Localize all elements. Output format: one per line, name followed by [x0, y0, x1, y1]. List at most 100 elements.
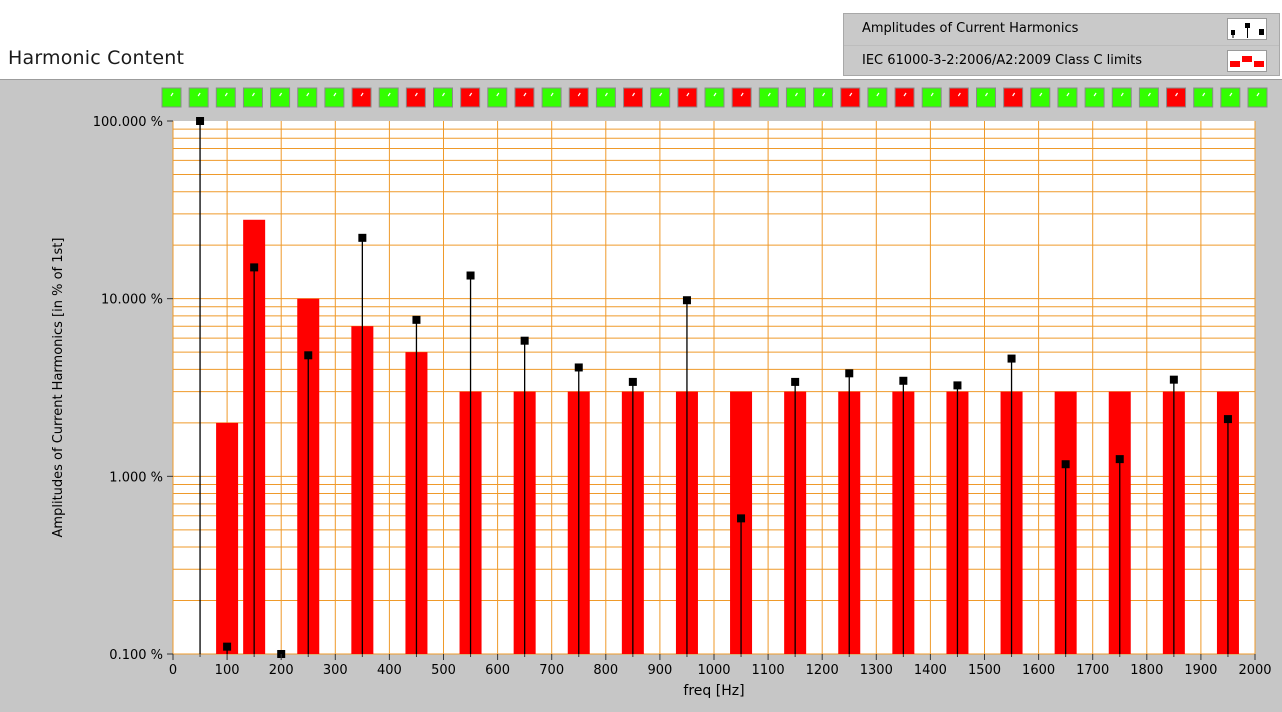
y-tick-label: 1.000 % [109, 470, 163, 485]
pass-indicator [541, 87, 562, 108]
harmonic-points [196, 117, 1232, 658]
indicator-glint [876, 92, 880, 97]
x-tick-label: 800 [593, 663, 618, 678]
pass-indicator [1220, 87, 1241, 108]
pass-indicator [242, 87, 263, 108]
pass-indicator [487, 87, 508, 108]
limit-bar [216, 422, 239, 654]
pass-indicator [976, 87, 996, 108]
indicator-glint [1066, 92, 1070, 97]
harmonic-point[interactable] [899, 376, 908, 385]
x-tick-label: 300 [323, 663, 348, 678]
x-tick-label: 1900 [1184, 663, 1217, 678]
harmonic-point[interactable] [1007, 354, 1016, 363]
legend-item-harmonics: Amplitudes of Current Harmonics [844, 14, 1279, 44]
pass-indicator [188, 87, 209, 108]
x-tick-label: 900 [647, 663, 672, 678]
grid [172, 121, 1256, 655]
harmonic-point[interactable] [682, 296, 691, 305]
harmonic-point[interactable] [466, 271, 475, 280]
indicator-glint [1039, 92, 1043, 97]
indicator-glint [1147, 92, 1151, 97]
harmonic-point[interactable] [1061, 460, 1070, 469]
indicator-glint [985, 92, 988, 97]
x-tick-label: 1600 [1022, 663, 1055, 678]
indicator-glint [659, 92, 663, 97]
indicator-glint [767, 92, 771, 97]
pass-indicator [378, 87, 399, 108]
indicator-glint [1229, 92, 1233, 97]
pass-indicator [161, 87, 182, 108]
pass-indicator [704, 87, 725, 108]
indicator-glint [822, 92, 826, 97]
harmonic-point[interactable] [358, 233, 367, 242]
fail-indicator [1003, 87, 1024, 108]
harmonic-point[interactable] [845, 369, 854, 378]
harmonic-point[interactable] [1115, 455, 1124, 464]
x-tick-label: 1200 [806, 663, 839, 678]
legend-label-limits: IEC 61000-3-2:2006/A2:2009 Class C limit… [862, 53, 1143, 68]
indicator-glint [632, 92, 636, 97]
indicator-glint [414, 92, 418, 97]
indicator-glint [903, 92, 907, 97]
indicator-glint [849, 92, 853, 97]
pass-indicator [650, 87, 671, 108]
y-axis-label: Amplitudes of Current Harmonics [in % of… [51, 238, 66, 538]
y-tick-label: 100.000 % [93, 115, 163, 130]
limit-bars-icon[interactable] [1227, 50, 1267, 72]
harmonic-point[interactable] [1169, 375, 1178, 384]
legend-item-limits: IEC 61000-3-2:2006/A2:2009 Class C limit… [844, 45, 1279, 76]
pass-indicator [1057, 87, 1078, 108]
indicator-glint [1120, 92, 1124, 97]
harmonic-point[interactable] [574, 363, 583, 372]
indicator-glint [686, 92, 690, 97]
x-tick-label: 1500 [968, 663, 1001, 678]
indicator-glint [957, 92, 961, 97]
harmonic-point[interactable] [196, 117, 205, 125]
indicator-glint [713, 92, 717, 97]
x-tick-label: 400 [377, 663, 402, 678]
y-axis-ticks: 0.100 % 1.000 % 10.000 % 100.000 % [93, 115, 173, 663]
x-tick-label: 1700 [1076, 663, 1109, 678]
y-tick-label: 10.000 % [101, 293, 163, 308]
chart-panel: 0.100 % 1.000 % 10.000 % 100.000 % 0 100 200 3… [0, 79, 1282, 712]
pass-indicator [1193, 87, 1214, 108]
harmonic-points-icon[interactable] [1227, 18, 1267, 40]
pass-indicator [297, 87, 318, 108]
indicator-glint [1256, 92, 1260, 97]
x-tick-label: 600 [485, 663, 510, 678]
indicator-glint [251, 92, 255, 97]
pass-indicator [324, 87, 345, 108]
pass-indicator [1111, 87, 1132, 108]
harmonic-point[interactable] [250, 263, 259, 272]
harmonic-point[interactable] [520, 336, 529, 345]
harmonic-point[interactable] [737, 514, 746, 523]
fail-indicator [894, 87, 915, 108]
x-tick-label: 1300 [860, 663, 893, 678]
pass-indicator [758, 87, 779, 108]
x-tick-label: 2000 [1238, 663, 1271, 678]
legend-label-harmonics: Amplitudes of Current Harmonics [862, 21, 1079, 36]
indicator-glint [930, 92, 934, 97]
indicator-glint [523, 92, 527, 97]
harmonic-stems [199, 121, 1229, 654]
indicator-glint [469, 92, 473, 97]
harmonic-point[interactable] [791, 377, 800, 386]
fail-indicator [568, 87, 589, 108]
pass-indicator [270, 87, 291, 108]
harmonic-point[interactable] [1223, 415, 1232, 424]
fail-indicator [731, 87, 752, 108]
y-tick-label: 0.100 % [109, 648, 163, 663]
harmonic-point[interactable] [223, 642, 232, 651]
indicator-glint [197, 92, 201, 97]
fail-indicator [948, 87, 969, 108]
harmonic-point[interactable] [412, 315, 421, 324]
legend: Amplitudes of Current Harmonics IEC 6100… [843, 13, 1280, 76]
indicator-glint [577, 92, 581, 97]
harmonic-point[interactable] [628, 377, 637, 386]
chart-title: Harmonic Content [8, 47, 185, 69]
harmonic-point[interactable] [304, 351, 313, 360]
indicator-glint [360, 92, 364, 97]
harmonic-point[interactable] [953, 381, 962, 390]
indicator-glint [333, 92, 337, 97]
